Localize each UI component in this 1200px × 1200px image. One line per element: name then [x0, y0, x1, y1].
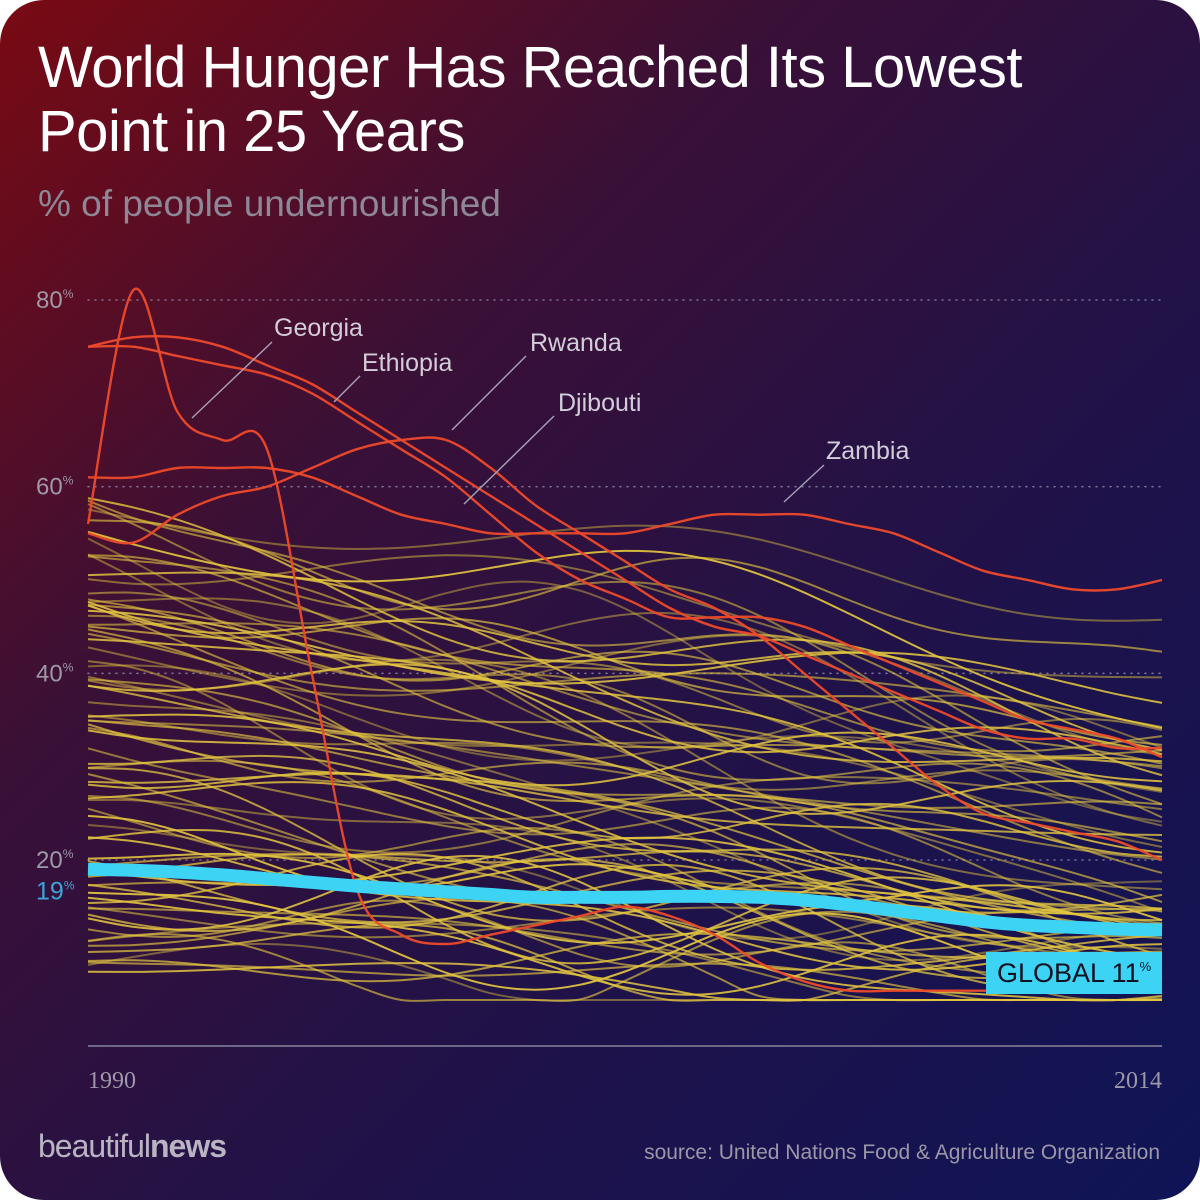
series-line-ethiopia: [87, 334, 1163, 750]
country-line: [87, 663, 1163, 815]
callout-line-ethiopia: [333, 375, 361, 403]
country-line: [87, 604, 1163, 874]
country-line: [87, 678, 1163, 809]
series-label-rwanda: Rwanda: [530, 329, 622, 357]
country-line: [87, 923, 1163, 1002]
country-line: [87, 503, 1163, 790]
y-tick-label: 20%: [36, 847, 74, 874]
series-label-ethiopia: Ethiopia: [362, 349, 452, 377]
series-label-zambia: Zambia: [826, 437, 909, 465]
country-line: [87, 609, 1163, 704]
source-note: source: United Nations Food & Agricultur…: [644, 1141, 1160, 1164]
global-line: [87, 862, 1163, 937]
country-line: [87, 807, 1163, 992]
callout-line-zambia: [783, 464, 825, 503]
country-line: [87, 719, 1163, 861]
y-tick-label: 60%: [36, 474, 74, 501]
country-line: [87, 719, 1163, 940]
country-line: [87, 860, 1163, 963]
country-line: [87, 555, 1163, 819]
global-start-unit: %: [64, 878, 75, 892]
country-line: [87, 658, 1163, 891]
global-label-badge: [986, 952, 1162, 994]
country-line: [87, 675, 1163, 848]
highlighted-series-group: [86, 287, 1163, 993]
country-line: [87, 772, 1163, 836]
country-line: [87, 942, 1162, 1002]
country-line: [87, 638, 1163, 756]
country-line: [87, 776, 1163, 854]
country-line: [87, 519, 1163, 653]
country-line: [87, 604, 1163, 752]
global-start-label: 19%: [36, 877, 75, 905]
country-line: [87, 622, 1163, 768]
series-label-georgia: Georgia: [274, 314, 363, 342]
country-line: [87, 896, 1163, 996]
callout-line-rwanda: [451, 355, 527, 431]
x-tick-label-start: 1990: [88, 1068, 136, 1094]
country-line: [87, 814, 1163, 922]
country-line: [87, 603, 1163, 758]
country-line: [87, 571, 1163, 764]
country-line: [87, 530, 1163, 729]
country-line: [87, 632, 1163, 729]
country-line: [87, 910, 1163, 1003]
global-end-label: GLOBAL 11%: [997, 958, 1152, 988]
y-tick-unit: %: [63, 660, 74, 674]
series-line-rwanda: [87, 436, 1163, 862]
country-line: [87, 798, 1163, 962]
country-line: [87, 754, 1163, 922]
y-tick-label: 40%: [36, 660, 74, 687]
country-line: [87, 747, 1163, 925]
country-line: [87, 854, 1162, 1002]
callout-line-djibouti: [463, 415, 555, 505]
series-line-djibouti: [87, 344, 1163, 759]
y-tick-unit: %: [63, 847, 74, 861]
country-line: [87, 767, 1163, 957]
country-line: [87, 660, 1163, 913]
brand-logo: beautifulnews: [38, 1128, 227, 1165]
country-line: [87, 537, 1163, 823]
callout-line-georgia: [191, 341, 273, 419]
x-tick-label-end: 2014: [1114, 1068, 1162, 1094]
chart-title: World Hunger Has Reached Its Lowest Poin…: [38, 35, 1023, 164]
country-line: [87, 907, 1163, 956]
background-series-group: [87, 497, 1163, 1003]
country-line: [87, 921, 1163, 1002]
series-line-zambia: [87, 466, 1163, 592]
chart-subtitle: % of people undernourished: [38, 183, 501, 224]
country-line: [87, 601, 1163, 854]
country-line: [87, 714, 1163, 791]
series-line-georgia: [86, 287, 1163, 993]
country-line: [87, 853, 1163, 952]
y-tick-label: 80%: [36, 287, 74, 314]
country-line: [87, 899, 1163, 1002]
country-line: [87, 628, 1163, 903]
country-line: [87, 553, 1163, 827]
brand-logo-light: beautiful: [38, 1128, 151, 1164]
country-line: [87, 713, 1163, 787]
country-line: [87, 614, 1163, 785]
country-line: [87, 508, 1163, 622]
country-line: [87, 857, 1163, 980]
brand-logo-bold: news: [149, 1128, 227, 1164]
global-end-unit: %: [1140, 959, 1152, 974]
country-line: [87, 598, 1163, 765]
y-tick-unit: %: [63, 287, 74, 301]
series-label-djibouti: Djibouti: [558, 389, 641, 417]
country-line: [87, 723, 1163, 937]
country-line: [87, 554, 1163, 753]
y-tick-unit: %: [63, 474, 74, 488]
